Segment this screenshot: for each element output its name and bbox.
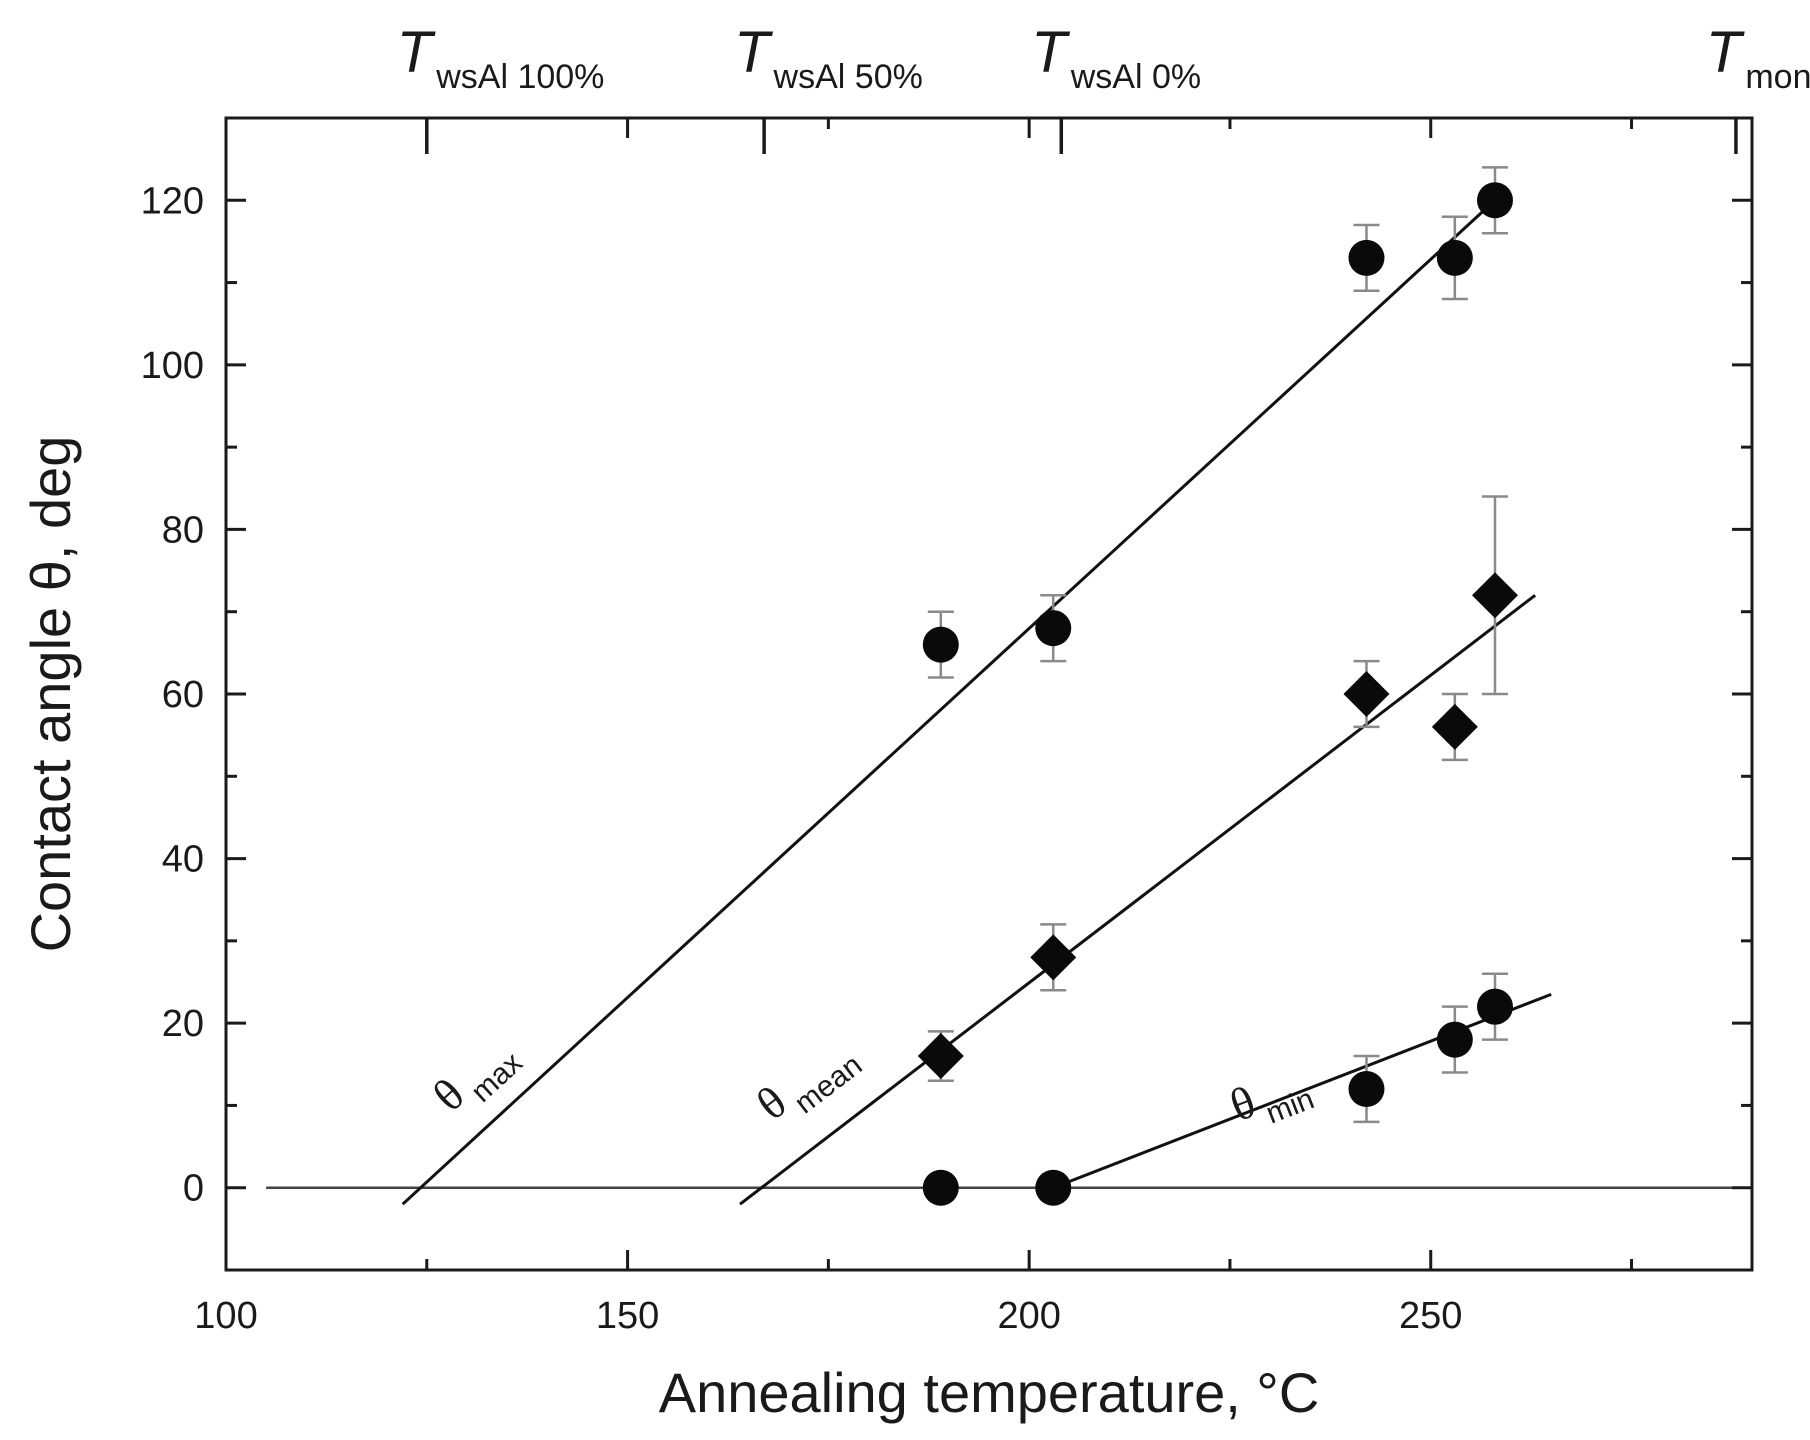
top-marker-symbol: T <box>1706 20 1745 85</box>
series-label-subscript: mean <box>789 1048 869 1120</box>
series-label-symbol: θ <box>1223 1076 1262 1132</box>
fit-line-mean <box>739 594 1537 1206</box>
top-marker-subscript: mon <box>1745 58 1810 96</box>
y-tick-label: 0 <box>183 1168 204 1210</box>
top-marker-subscript: wsAl 100% <box>435 58 604 96</box>
series-label-symbol: θ <box>423 1069 474 1121</box>
series-label-symbol: θ <box>747 1076 796 1130</box>
series-label-subscript: max <box>465 1046 529 1109</box>
x-tick-label: 150 <box>596 1295 659 1337</box>
data-point-diamond <box>1471 572 1518 619</box>
data-point-circle <box>1436 239 1473 276</box>
series-label-min: θmin <box>1223 1055 1319 1141</box>
top-marker-symbol: T <box>734 20 773 85</box>
top-marker-symbol: T <box>397 20 436 85</box>
x-axis-title: Annealing temperature, °C <box>659 1361 1320 1424</box>
top-marker-subscript: wsAl 0% <box>1070 58 1201 96</box>
data-point-circle <box>922 1169 959 1206</box>
x-tick-label: 100 <box>194 1295 257 1337</box>
top-marker-subscript: wsAl 50% <box>773 58 923 96</box>
data-point-circle <box>1348 239 1385 276</box>
y-tick-label: 40 <box>162 839 204 881</box>
x-tick-label: 250 <box>1399 1295 1462 1337</box>
data-point-circle <box>1476 182 1513 219</box>
data-point-circle <box>1035 610 1072 647</box>
data-point-diamond <box>1343 671 1390 717</box>
y-tick-label: 100 <box>141 345 204 387</box>
series-label-max: θmax <box>423 1025 529 1129</box>
fit-line-max <box>401 199 1497 1206</box>
y-tick-label: 80 <box>162 509 204 551</box>
data-point-circle <box>922 626 959 663</box>
top-marker-symbol: T <box>1031 20 1070 85</box>
data-point-diamond <box>917 1033 964 1080</box>
fit-line-min <box>1052 992 1552 1190</box>
data-point-diamond <box>1030 934 1077 981</box>
x-tick-label: 200 <box>997 1295 1060 1337</box>
y-tick-label: 20 <box>162 1003 204 1045</box>
data-point-circle <box>1476 988 1513 1025</box>
y-tick-label: 60 <box>162 674 204 716</box>
data-point-circle <box>1436 1021 1473 1058</box>
data-point-circle <box>1035 1169 1072 1206</box>
data-point-circle <box>1348 1070 1385 1107</box>
y-axis-title: Contact angle θ, deg <box>19 436 82 953</box>
y-tick-label: 120 <box>141 180 204 222</box>
data-point-diamond <box>1431 703 1478 750</box>
